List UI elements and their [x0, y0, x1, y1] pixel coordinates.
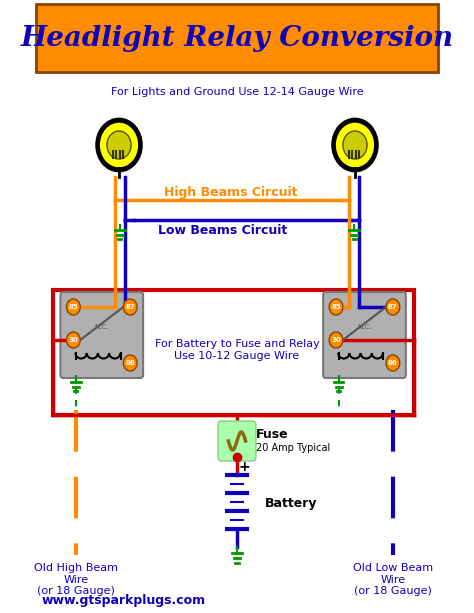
Circle shape — [99, 122, 139, 168]
Circle shape — [123, 355, 137, 371]
FancyBboxPatch shape — [323, 292, 406, 378]
Circle shape — [333, 119, 377, 171]
Bar — [53, 290, 413, 415]
Text: For Lights and Ground Use 12-14 Gauge Wire: For Lights and Ground Use 12-14 Gauge Wi… — [111, 87, 363, 97]
Text: 85: 85 — [69, 304, 78, 310]
Circle shape — [386, 299, 400, 315]
Text: N.C.: N.C. — [94, 324, 109, 330]
Circle shape — [66, 332, 80, 348]
Text: Headlight Relay Conversion: Headlight Relay Conversion — [20, 25, 454, 51]
Circle shape — [329, 299, 343, 315]
Text: Old High Beam
Wire
(or 18 Gauge): Old High Beam Wire (or 18 Gauge) — [34, 563, 118, 596]
Bar — [36, 4, 438, 72]
FancyBboxPatch shape — [61, 292, 143, 378]
Text: Old Low Beam
Wire
(or 18 Gauge): Old Low Beam Wire (or 18 Gauge) — [353, 563, 433, 596]
Circle shape — [335, 122, 375, 168]
Text: 87: 87 — [125, 304, 135, 310]
Text: Fuse: Fuse — [256, 427, 289, 441]
Text: Low Beams Circuit: Low Beams Circuit — [158, 224, 287, 237]
Text: 30: 30 — [68, 337, 78, 343]
Text: 20 Amp Typical: 20 Amp Typical — [256, 443, 330, 453]
Text: 86: 86 — [126, 360, 135, 366]
Circle shape — [329, 332, 343, 348]
Text: +: + — [238, 460, 250, 474]
Circle shape — [123, 299, 137, 315]
Text: For Battery to Fuse and Relay
Use 10-12 Gauge Wire: For Battery to Fuse and Relay Use 10-12 … — [155, 339, 319, 361]
Circle shape — [97, 119, 141, 171]
Text: www.gtsparkplugs.com: www.gtsparkplugs.com — [42, 594, 206, 607]
Circle shape — [107, 131, 131, 159]
Text: 86: 86 — [388, 360, 398, 366]
Circle shape — [343, 131, 367, 159]
Text: 87: 87 — [388, 304, 398, 310]
Text: N.C.: N.C. — [357, 324, 372, 330]
Text: Battery: Battery — [264, 497, 317, 509]
Text: High Beams Circuit: High Beams Circuit — [164, 186, 298, 199]
Circle shape — [66, 299, 80, 315]
Circle shape — [386, 355, 400, 371]
Text: 30: 30 — [331, 337, 341, 343]
FancyBboxPatch shape — [218, 421, 256, 461]
Text: 85: 85 — [331, 304, 341, 310]
